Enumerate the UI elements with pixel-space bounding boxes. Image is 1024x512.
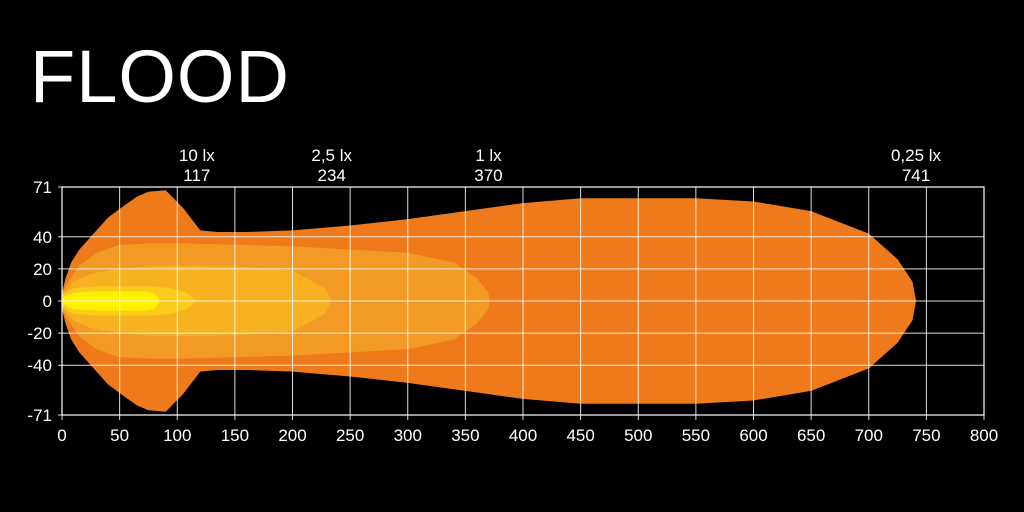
x-tick-label: 450: [566, 426, 594, 445]
y-tick-label: -40: [27, 356, 52, 375]
marker-distance-label: 741: [902, 166, 930, 185]
marker-lux-label: 10 lx: [179, 146, 215, 165]
x-tick-label: 600: [739, 426, 767, 445]
x-tick-label: 500: [624, 426, 652, 445]
y-tick-label: 40: [33, 228, 52, 247]
plot-frame: [61, 186, 985, 416]
y-tick-label: -71: [27, 406, 52, 425]
x-tick-label: 100: [163, 426, 191, 445]
y-tick-label: -20: [27, 324, 52, 343]
marker-lux-label: 1 lx: [475, 146, 502, 165]
x-tick-label: 0: [57, 426, 66, 445]
x-tick-label: 150: [221, 426, 249, 445]
x-tick-label: 350: [451, 426, 479, 445]
marker-lux-label: 2,5 lx: [311, 146, 352, 165]
y-tick-label: 0: [43, 292, 52, 311]
x-tick-label: 650: [797, 426, 825, 445]
x-tick-label: 700: [855, 426, 883, 445]
x-tick-label: 50: [110, 426, 129, 445]
y-tick-labels: 71 40 20 0 -20 -40 -71: [27, 178, 52, 425]
x-tick-label: 550: [682, 426, 710, 445]
x-tick-label: 200: [278, 426, 306, 445]
x-tick-label: 750: [912, 426, 940, 445]
x-tick-labels: 0 50 100 150 200 250 300 350 400 450 500 550 600 650 7…: [57, 426, 998, 445]
y-tick-label: 20: [33, 260, 52, 279]
marker-distance-label: 117: [183, 166, 210, 185]
page-title: FLOOD: [30, 35, 290, 118]
x-tick-label: 300: [394, 426, 422, 445]
grid-lines: [58, 186, 985, 420]
marker-lux-label: 0,25 lx: [891, 146, 942, 165]
x-tick-label: 400: [509, 426, 537, 445]
marker-distance-label: 234: [317, 166, 345, 185]
x-tick-label: 250: [336, 426, 364, 445]
y-tick-label: 71: [33, 178, 52, 197]
x-tick-label: 800: [970, 426, 998, 445]
marker-distance-label: 370: [474, 166, 502, 185]
